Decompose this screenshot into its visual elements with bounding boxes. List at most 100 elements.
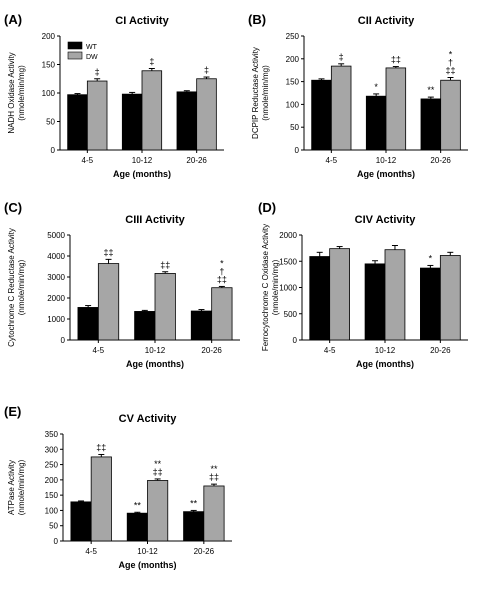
y-tick-label: 150 [42, 61, 56, 70]
y-tick-label: 2000 [279, 231, 297, 240]
significance-mark: ‡‡ [104, 247, 114, 257]
y-tick-label: 1500 [279, 257, 297, 266]
y-axis-label: (nmole/min/mg) [271, 259, 280, 315]
significance-mark: ‡‡ [209, 472, 219, 482]
y-tick-label: 100 [42, 89, 56, 98]
bar-wt [183, 511, 205, 542]
x-tick-label: 20-26 [201, 346, 222, 355]
y-axis-label: (nmole/min/mg) [261, 65, 270, 121]
x-axis-label: Age (months) [356, 359, 414, 369]
significance-mark: ‡‡ [160, 260, 170, 270]
y-tick-label: 300 [45, 445, 59, 454]
y-tick-label: 50 [49, 522, 58, 531]
y-tick-label: 200 [42, 32, 56, 41]
significance-mark: ‡‡ [217, 274, 227, 284]
x-axis-label: Age (months) [113, 169, 171, 179]
bar-dw [203, 485, 225, 542]
y-tick-label: 0 [61, 336, 66, 345]
chart-panel-5: (E) CV Activity 0 50 100 150 200 250 300 350 ATPas… [4, 404, 232, 570]
x-axis-label: Age (months) [119, 560, 177, 570]
y-axis-label: (nmole/min/mg) [17, 259, 26, 315]
y-tick-label: 100 [45, 506, 59, 515]
x-tick-label: 10-12 [132, 156, 153, 165]
legend-label: DW [86, 54, 98, 61]
bar-wt [126, 512, 148, 542]
panel-label: (E) [4, 404, 21, 419]
significance-mark: † [219, 266, 224, 276]
x-tick-label: 20-26 [430, 156, 451, 165]
bar-dw [384, 249, 406, 341]
y-tick-label: 1000 [47, 315, 65, 324]
x-tick-label: 4-5 [324, 346, 336, 355]
y-axis-label: (nmole/min/mg) [17, 65, 26, 121]
y-tick-label: 0 [293, 336, 298, 345]
bar-dw [196, 78, 217, 151]
chart-panel-1: (A) CI Activity 0 50 100 150 200 NADH Oxidase A… [4, 12, 224, 179]
y-tick-label: 500 [284, 310, 298, 319]
significance-mark: * [449, 49, 453, 59]
bar-dw [440, 79, 461, 151]
bar-wt [420, 267, 441, 341]
y-axis-label: (nmole/min/mg) [17, 459, 26, 515]
significance-mark: ‡‡ [445, 65, 455, 75]
legend-label: WT [86, 44, 98, 51]
chart-panel-3: (C) CIII Activity 0 1000 2000 3000 4000 5000 Cyt… [4, 200, 240, 369]
bar-dw [439, 255, 461, 341]
chart-title: CIV Activity [355, 214, 417, 226]
panel-label: (C) [4, 200, 22, 215]
bar-wt [77, 307, 99, 341]
x-tick-label: 10-12 [375, 346, 396, 355]
x-tick-label: 4-5 [326, 156, 338, 165]
panel-label: (D) [258, 200, 276, 215]
significance-mark: ** [427, 85, 435, 95]
significance-mark: ‡‡ [391, 55, 401, 65]
significance-mark: ‡ [149, 56, 154, 66]
bar-dw [90, 456, 112, 542]
bar-dw [141, 70, 163, 151]
bar-dw [97, 263, 120, 341]
bar-wt [190, 310, 213, 341]
chart-title: CI Activity [115, 15, 169, 27]
x-tick-label: 20-26 [194, 547, 215, 556]
y-axis-label: Cytochrome C Reductase Activity [7, 228, 16, 347]
y-tick-label: 4000 [47, 252, 65, 261]
x-tick-label: 10-12 [376, 156, 397, 165]
bar-wt [309, 256, 331, 341]
significance-mark: ** [154, 459, 162, 469]
x-tick-label: 20-26 [186, 156, 207, 165]
y-tick-label: 100 [286, 100, 300, 109]
legend-swatch-wt [67, 41, 83, 50]
y-tick-label: 350 [45, 430, 59, 439]
x-axis-label: Age (months) [126, 359, 184, 369]
bar-wt [70, 501, 92, 542]
bar-dw [385, 67, 407, 151]
x-tick-label: 20-26 [430, 346, 451, 355]
y-tick-label: 150 [286, 78, 300, 87]
bar-dw [330, 65, 352, 151]
x-tick-label: 10-12 [145, 346, 166, 355]
y-tick-label: 0 [54, 537, 59, 546]
y-tick-label: 1000 [279, 284, 297, 293]
y-tick-label: 50 [290, 123, 299, 132]
significance-mark: * [429, 253, 433, 263]
significance-mark: ** [134, 500, 142, 510]
y-tick-label: 3000 [47, 273, 65, 282]
bar-wt [365, 95, 387, 151]
y-tick-label: 150 [45, 491, 59, 500]
significance-mark: † [448, 57, 453, 67]
bar-dw [147, 480, 169, 542]
chart-panel-2: (B) CII Activity 0 50 100 150 200 250 DCPIP Redu… [248, 12, 468, 179]
significance-mark: ‡ [204, 65, 209, 75]
bar-dw [154, 273, 176, 341]
bar-wt [176, 91, 198, 151]
bar-wt [311, 79, 332, 151]
bar-dw [211, 287, 233, 341]
y-tick-label: 200 [286, 55, 300, 64]
x-tick-label: 4-5 [93, 346, 105, 355]
x-tick-label: 4-5 [85, 547, 97, 556]
chart-title: CIII Activity [125, 214, 185, 226]
y-tick-label: 0 [295, 146, 300, 155]
bar-dw [86, 80, 108, 151]
significance-mark: ‡ [95, 67, 100, 77]
